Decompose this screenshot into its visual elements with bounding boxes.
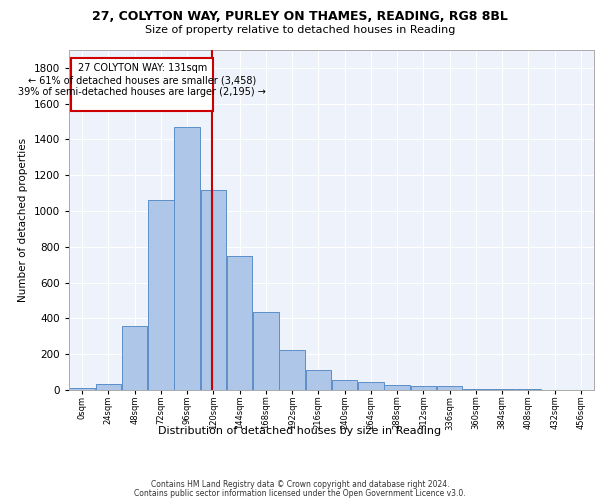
Text: Distribution of detached houses by size in Reading: Distribution of detached houses by size … (158, 426, 442, 436)
Text: Contains HM Land Registry data © Crown copyright and database right 2024.: Contains HM Land Registry data © Crown c… (151, 480, 449, 489)
Bar (280, 350, 305, 390)
Bar (358, 382, 383, 390)
Text: ← 61% of detached houses are smaller (3,458): ← 61% of detached houses are smaller (3,… (28, 75, 256, 85)
Bar (95, 384, 121, 390)
Y-axis label: Number of detached properties: Number of detached properties (18, 138, 28, 302)
Bar (410, 386, 436, 390)
Bar (437, 386, 463, 390)
Bar (385, 384, 410, 390)
Bar (253, 312, 278, 390)
Bar (490, 389, 515, 390)
Bar (463, 389, 488, 390)
Bar (71, 58, 214, 111)
Bar (227, 256, 253, 390)
Bar (515, 389, 541, 390)
Text: 39% of semi-detached houses are larger (2,195) →: 39% of semi-detached houses are larger (… (19, 86, 266, 97)
Text: 27 COLYTON WAY: 131sqm: 27 COLYTON WAY: 131sqm (77, 64, 207, 74)
Text: Contains public sector information licensed under the Open Government Licence v3: Contains public sector information licen… (134, 488, 466, 498)
Bar (332, 380, 358, 390)
Text: Size of property relative to detached houses in Reading: Size of property relative to detached ho… (145, 25, 455, 35)
Bar (305, 370, 331, 390)
Bar (175, 127, 200, 390)
Bar (122, 326, 148, 390)
Bar (200, 190, 226, 390)
Bar (148, 200, 173, 390)
Bar (70, 388, 95, 390)
Text: 27, COLYTON WAY, PURLEY ON THAMES, READING, RG8 8BL: 27, COLYTON WAY, PURLEY ON THAMES, READI… (92, 10, 508, 23)
